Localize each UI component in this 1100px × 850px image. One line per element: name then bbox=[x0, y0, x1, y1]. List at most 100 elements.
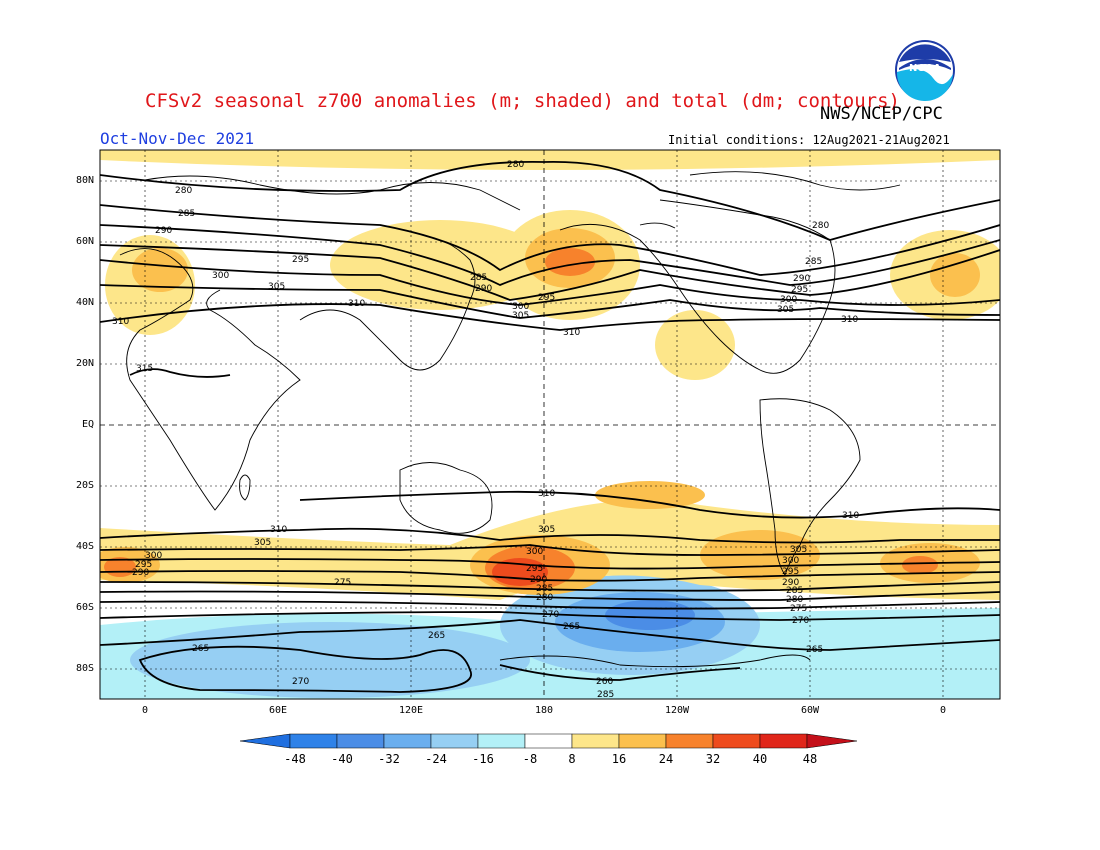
pos-anomaly-area bbox=[655, 310, 735, 380]
contour-280 bbox=[100, 160, 1000, 241]
contour-label: 290 bbox=[782, 578, 799, 588]
contour-label: 290 bbox=[132, 568, 149, 578]
colorbar-label: -40 bbox=[331, 752, 353, 766]
noaa-logo-icon: NOAA bbox=[895, 40, 955, 102]
colorbar-segment bbox=[383, 733, 432, 749]
contour-label: 300 bbox=[526, 547, 543, 557]
contour-300 bbox=[100, 259, 1000, 306]
contour-315 bbox=[129, 368, 231, 378]
contour-label: 310 bbox=[270, 525, 287, 535]
contour-label: 290 bbox=[155, 226, 172, 236]
height-contours bbox=[100, 160, 1000, 693]
contour-label: 295 bbox=[135, 560, 152, 570]
colorbar-label: -32 bbox=[378, 752, 400, 766]
contour-label: 290 bbox=[793, 274, 810, 284]
colorbar-label: 48 bbox=[802, 752, 818, 766]
colorbar-segment bbox=[759, 733, 808, 749]
pos-anomaly-area bbox=[930, 253, 980, 297]
coast-asia-south bbox=[299, 239, 476, 371]
coastlines bbox=[119, 171, 901, 668]
pos-anomaly-area bbox=[545, 248, 595, 276]
lon-label: 180 bbox=[534, 705, 554, 716]
contour-label: 290 bbox=[530, 575, 547, 585]
contour-label: 280 bbox=[786, 595, 803, 605]
coast-north-america bbox=[559, 199, 836, 374]
colorbar-segment bbox=[618, 733, 667, 749]
contour-270-south bbox=[100, 611, 1000, 621]
contour-label: 295 bbox=[292, 255, 309, 265]
pos-anomaly-area bbox=[902, 556, 938, 574]
colorbar-label: 8 bbox=[568, 752, 576, 766]
contour-label: 270 bbox=[792, 616, 809, 626]
chart-title: CFSv2 seasonal z700 anomalies (m; shaded… bbox=[145, 90, 900, 112]
lat-label: 40N bbox=[75, 297, 94, 308]
contour-label: 305 bbox=[254, 538, 271, 548]
contour-label: 275 bbox=[334, 578, 351, 588]
lon-label: 120W bbox=[664, 705, 690, 716]
lat-label: 40S bbox=[75, 541, 94, 552]
coast-hudson bbox=[639, 222, 676, 229]
colorbar-label: -8 bbox=[522, 752, 538, 766]
contour-label: 280 bbox=[507, 160, 524, 170]
lat-label: 60S bbox=[75, 602, 94, 613]
colorbar-segment bbox=[571, 733, 620, 749]
colorbar-label: 32 bbox=[705, 752, 721, 766]
contour-305 bbox=[100, 284, 1000, 319]
contour-label: 310 bbox=[112, 317, 129, 327]
contour-280-south bbox=[100, 590, 1000, 601]
contour-label: 305 bbox=[538, 525, 555, 535]
colorbar-segment bbox=[477, 733, 526, 749]
contour-label: 315 bbox=[136, 364, 153, 374]
lat-label: EQ bbox=[81, 419, 94, 430]
contour-275-south bbox=[100, 600, 1000, 610]
contour-label: 260 bbox=[596, 677, 613, 687]
colorbar-segment bbox=[524, 733, 573, 749]
contour-label: 305 bbox=[790, 545, 807, 555]
colorbar-segment bbox=[665, 733, 714, 749]
lon-label: 0 bbox=[141, 705, 149, 716]
neg-anomaly-area bbox=[130, 622, 530, 698]
contour-label: 300 bbox=[782, 556, 799, 566]
colorbar-segment bbox=[712, 733, 761, 749]
agency-label: NWS/NCEP/CPC bbox=[820, 104, 943, 124]
contour-label: 285 bbox=[536, 584, 553, 594]
contour-285 bbox=[100, 204, 1000, 276]
contour-label: 270 bbox=[542, 610, 559, 620]
pos-anomaly-band bbox=[100, 150, 1000, 170]
colorbar-label: 16 bbox=[611, 752, 627, 766]
contour-label: 270 bbox=[292, 677, 309, 687]
contour-label: 310 bbox=[563, 328, 580, 338]
coast-madagascar bbox=[239, 474, 251, 501]
contour-label: 295 bbox=[782, 567, 799, 577]
contour-label: 300 bbox=[780, 295, 797, 305]
lon-label: 60E bbox=[268, 705, 288, 716]
colorbar-label: 40 bbox=[752, 752, 768, 766]
colorbar-segment bbox=[289, 733, 338, 749]
colorbar-label: -24 bbox=[425, 752, 447, 766]
coast-antarctica bbox=[499, 654, 811, 668]
contour-305-south bbox=[100, 527, 1000, 544]
coast-australia bbox=[399, 462, 493, 534]
lat-label: 20S bbox=[75, 480, 94, 491]
contour-label: 285 bbox=[597, 690, 614, 700]
contour-label: 265 bbox=[192, 644, 209, 654]
contour-label: 280 bbox=[536, 593, 553, 603]
initial-conditions-label: Initial conditions: 12Aug2021-21Aug2021 bbox=[668, 133, 950, 147]
contour-label: 310 bbox=[841, 315, 858, 325]
contour-290-south bbox=[100, 570, 1000, 582]
contour-label: 305 bbox=[268, 282, 285, 292]
lon-label: 60W bbox=[800, 705, 820, 716]
contour-label: 310 bbox=[842, 511, 859, 521]
contour-labels: 280 280 285 290 295 300 305 310 310 315 … bbox=[112, 160, 859, 700]
colorbar-label: 24 bbox=[658, 752, 674, 766]
contour-label: 310 bbox=[538, 489, 555, 499]
colorbar-segment bbox=[430, 733, 479, 749]
contour-290 bbox=[100, 224, 1000, 286]
colorbar-label: -48 bbox=[284, 752, 306, 766]
contour-label: 285 bbox=[470, 273, 487, 283]
coast-greenland bbox=[689, 171, 901, 191]
colorbar-label: -16 bbox=[472, 752, 494, 766]
lat-label: 80S bbox=[75, 663, 94, 674]
